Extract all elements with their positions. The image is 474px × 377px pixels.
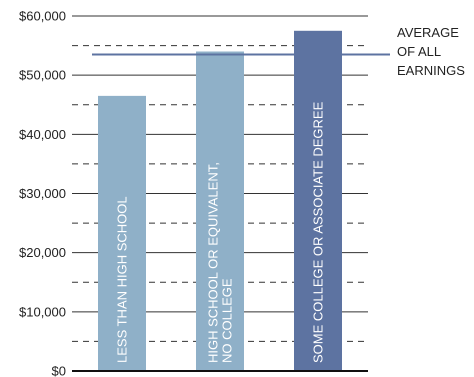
bar [98,95,146,370]
bar [196,51,244,370]
bars [98,30,342,371]
y-tick-label: $40,000 [19,127,66,142]
bar-category-label: LESS THAN HIGH SCHOOL [115,196,130,363]
y-tick-label: $10,000 [19,304,66,319]
y-tick-label: $60,000 [19,9,66,24]
average-annotation-label: AVERAGE [397,25,459,40]
bar-category-label: NO COLLEGE [220,278,235,363]
bar [294,30,342,371]
y-tick-label: $50,000 [19,68,66,83]
bar-category-label: SOME COLLEGE OR ASSOCIATE DEGREE [311,101,326,363]
y-tick-label: $20,000 [19,245,66,260]
bar-category-label: HIGH SCHOOL OR EQUIVALENT, [206,162,221,363]
y-tick-label: $0 [52,364,66,377]
average-annotation-label: OF ALL [397,44,441,59]
average-annotation-label: EARNINGS [397,63,465,78]
labels: $0 $10,000 $20,000 $30,000 $40,000 $50,000 $60… [19,9,465,377]
y-tick-label: $30,000 [19,186,66,201]
